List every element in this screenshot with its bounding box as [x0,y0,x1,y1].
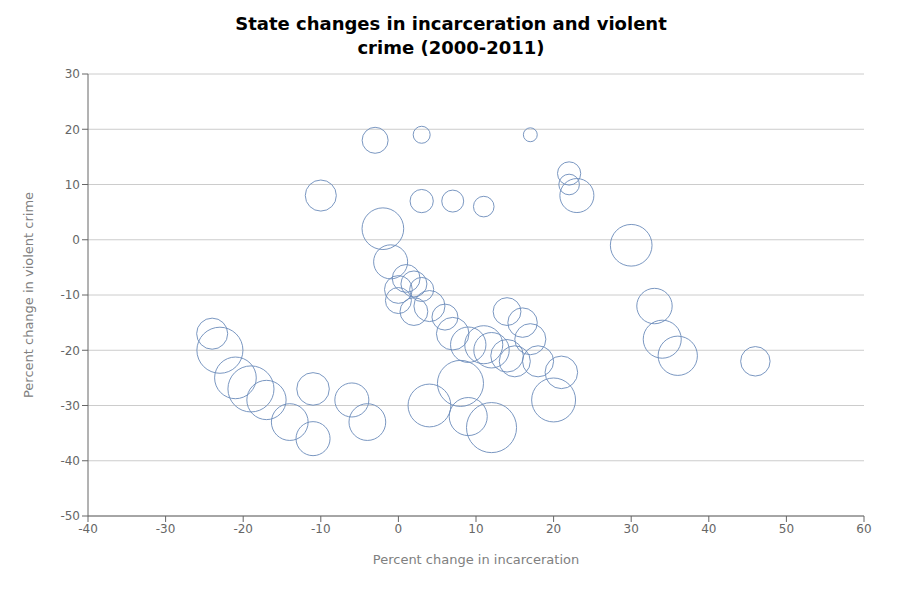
svg-text:10: 10 [65,178,80,192]
svg-text:-10: -10 [60,288,80,302]
svg-text:Percent change in violent crim: Percent change in violent crime [21,192,36,398]
html-text:crime (2000-2011): crime (2000-2011) [357,37,545,58]
svg-text:-30: -30 [60,399,80,413]
svg-text:20: 20 [546,522,561,536]
svg-text:40: 40 [701,522,716,536]
svg-text:Percent change in incarceratio: Percent change in incarceration [373,552,579,567]
svg-text:-20: -20 [233,522,253,536]
svg-text:0: 0 [72,233,80,247]
svg-text:60: 60 [856,522,871,536]
svg-text:-20: -20 [60,344,80,358]
svg-text:30: 30 [624,522,639,536]
svg-text:0: 0 [395,522,403,536]
svg-text:-50: -50 [60,509,80,523]
svg-text:30: 30 [65,67,80,81]
svg-text:-40: -40 [78,522,98,536]
svg-text:10: 10 [468,522,483,536]
svg-text:-30: -30 [156,522,176,536]
html-text:State changes in incarceration: State changes in incarceration and viole… [235,13,667,34]
svg-text:-40: -40 [60,454,80,468]
svg-text:-10: -10 [311,522,331,536]
svg-text:50: 50 [779,522,794,536]
svg-text:20: 20 [65,123,80,137]
